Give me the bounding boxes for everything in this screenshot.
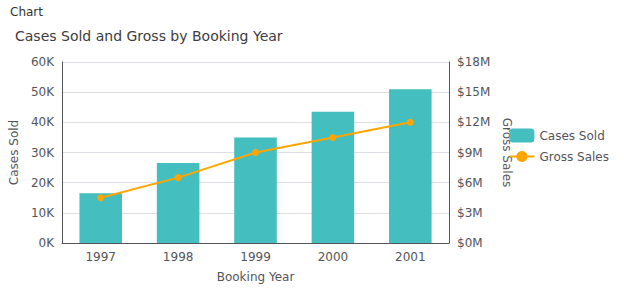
svg-text:0K: 0K (39, 236, 56, 250)
svg-text:$12M: $12M (457, 115, 490, 129)
svg-text:2001: 2001 (395, 250, 426, 264)
svg-text:Booking Year: Booking Year (217, 270, 295, 284)
svg-text:Gross Sales: Gross Sales (500, 118, 514, 188)
svg-text:60K: 60K (31, 55, 55, 69)
svg-text:1998: 1998 (163, 250, 194, 264)
svg-text:$18M: $18M (457, 55, 490, 69)
svg-text:Chart: Chart (10, 5, 43, 19)
svg-text:50K: 50K (31, 85, 55, 99)
svg-text:$9M: $9M (457, 146, 483, 160)
svg-text:$0M: $0M (457, 236, 483, 250)
svg-text:2000: 2000 (318, 250, 349, 264)
svg-text:Gross Sales: Gross Sales (539, 150, 609, 164)
svg-text:1997: 1997 (85, 250, 116, 264)
svg-text:$15M: $15M (457, 85, 490, 99)
svg-text:40K: 40K (31, 115, 55, 129)
svg-text:$6M: $6M (457, 176, 483, 190)
svg-text:20K: 20K (31, 176, 55, 190)
svg-text:Cases Sold: Cases Sold (7, 120, 21, 185)
svg-text:1999: 1999 (240, 250, 271, 264)
svg-text:Cases Sold: Cases Sold (539, 129, 604, 143)
svg-text:Cases Sold and Gross by Bookin: Cases Sold and Gross by Booking Year (15, 28, 283, 44)
svg-text:$3M: $3M (457, 206, 483, 220)
svg-text:30K: 30K (31, 146, 55, 160)
svg-text:10K: 10K (31, 206, 55, 220)
